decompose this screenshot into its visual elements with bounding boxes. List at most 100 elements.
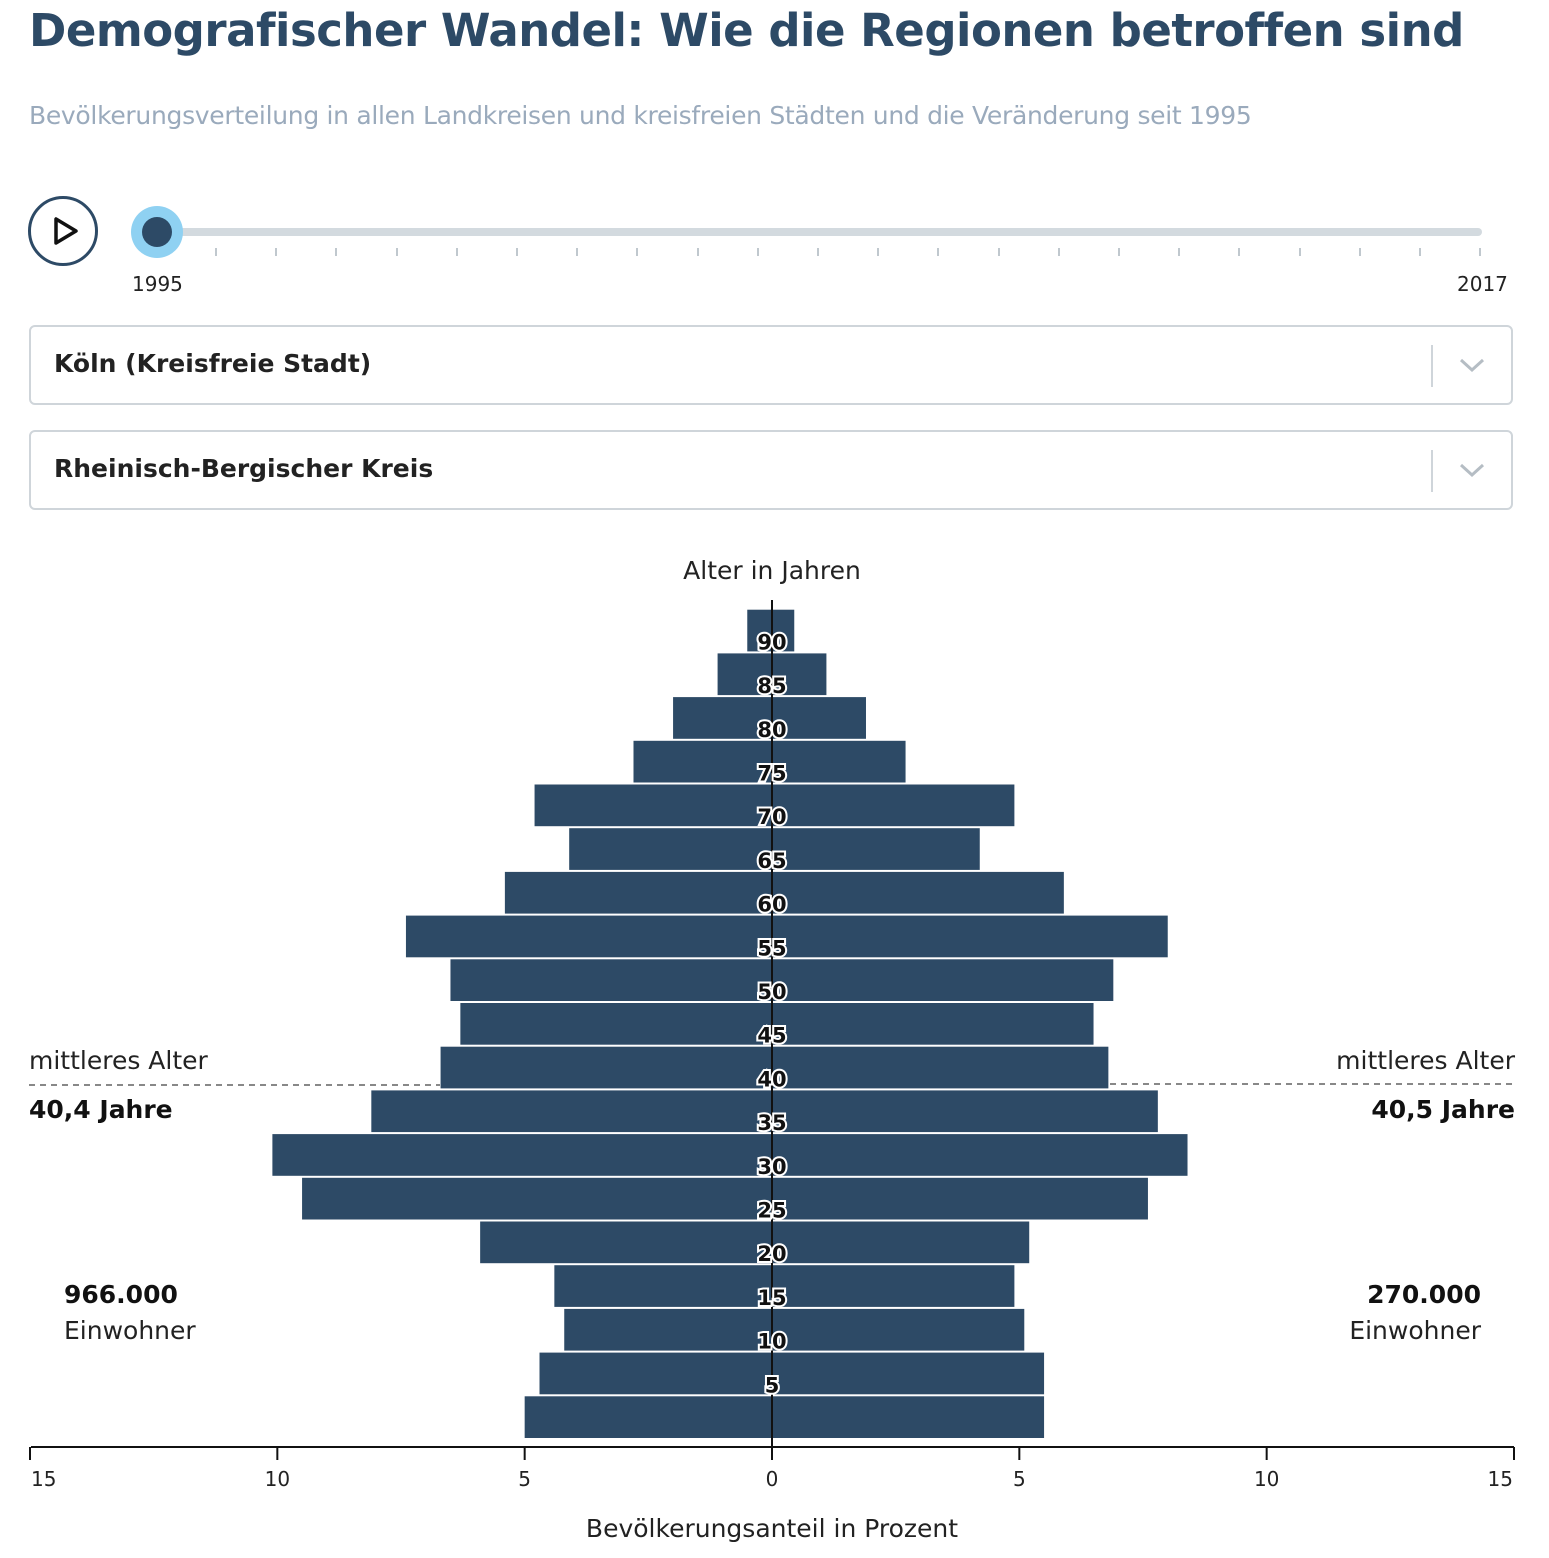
age-label-70: 70 [757,805,786,829]
slider-tick [1298,248,1301,256]
slider-tick [275,248,278,256]
x-tick-label: 15 [31,1467,56,1491]
bar-left-age-75 [633,740,772,783]
median-age-label-right: mittleres Alter [1336,1046,1515,1075]
slider-end-label: 2017 [1457,272,1508,296]
bar-left-age-80 [673,697,772,739]
x-tick-label: 5 [518,1467,531,1491]
slider-tick [696,248,699,256]
bar-right-age-50 [772,959,1114,1001]
slider-tick [576,248,579,256]
x-tick-label: 10 [265,1467,290,1491]
slider-tick [937,248,940,256]
age-label-25: 25 [757,1199,786,1223]
bar-right-age-40 [772,1046,1109,1089]
age-label-90: 90 [757,630,786,654]
bar-right-age-30 [772,1134,1188,1176]
bar-right-age-35 [772,1090,1158,1133]
age-label-15: 15 [757,1286,786,1310]
bar-left-age-30 [272,1134,772,1176]
age-label-60: 60 [757,893,786,917]
age-label-10: 10 [757,1330,786,1354]
bar-right-age-0 [772,1396,1045,1438]
age-label-40: 40 [757,1067,786,1091]
play-button[interactable] [28,196,98,266]
year-slider[interactable]: 1995 2017 [125,200,1525,300]
population-label-right: Einwohner [1349,1316,1481,1345]
population-value-right: 270.000 [1367,1280,1481,1309]
slider-tick [636,248,639,256]
bar-right-age-45 [772,1003,1094,1045]
slider-tick [1057,248,1060,256]
region-select-right-value: Rheinisch-Bergischer Kreis [54,454,434,483]
bar-left-age-65 [569,828,772,870]
age-label-50: 50 [757,980,786,1004]
slider-track[interactable] [156,228,1482,236]
region-select-left[interactable]: Köln (Kreisfreie Stadt) [29,325,1513,405]
dropdown-separator [1431,345,1433,387]
slider-tick [997,248,1000,256]
bar-right-age-5 [772,1352,1045,1395]
bar-left-age-70 [534,784,772,827]
x-tick-label: 0 [766,1467,779,1491]
bar-right-age-55 [772,915,1168,958]
slider-tick [455,248,458,256]
age-label-5: 5 [765,1373,780,1397]
slider-tick [1178,248,1181,256]
bar-left-age-25 [302,1177,772,1220]
region-select-left-value: Köln (Kreisfreie Stadt) [54,349,372,378]
age-label-65: 65 [757,849,786,873]
bar-right-age-80 [772,697,866,739]
slider-tick [1238,248,1241,256]
bar-right-age-90 [772,609,795,652]
bar-left-age-45 [460,1003,772,1045]
page-subtitle: Bevölkerungsverteilung in allen Landkrei… [29,101,1252,130]
bar-right-age-85 [772,653,827,696]
x-tick-label: 10 [1254,1467,1279,1491]
slider-tick [877,248,880,256]
bar-left-age-0 [524,1396,772,1438]
age-label-20: 20 [757,1242,786,1266]
slider-handle[interactable] [131,206,183,258]
age-label-75: 75 [757,762,786,786]
slider-tick [817,248,819,256]
page-title: Demografischer Wandel: Wie die Regionen … [29,4,1464,57]
slider-tick [395,248,398,256]
population-value-left: 966.000 [64,1280,178,1309]
slider-start-label: 1995 [132,272,183,296]
slider-tick [215,248,217,256]
bar-right-age-10 [772,1308,1025,1351]
age-label-85: 85 [757,674,786,698]
bar-right-age-70 [772,784,1015,827]
play-icon [54,217,78,245]
population-label-left: Einwohner [64,1316,196,1345]
bar-left-age-50 [450,959,772,1001]
x-axis-title: Bevölkerungsanteil in Prozent [586,1514,958,1543]
y-axis-title: Alter in Jahren [683,556,861,585]
bar-left-age-55 [405,915,772,958]
slider-tick [756,248,759,256]
age-label-35: 35 [757,1111,786,1135]
region-select-right[interactable]: Rheinisch-Bergischer Kreis [29,430,1513,510]
chevron-down-icon [1459,358,1485,373]
bar-right-age-65 [772,828,980,870]
bar-left-age-85 [717,653,772,696]
bar-right-age-20 [772,1221,1030,1264]
age-label-45: 45 [757,1024,786,1048]
population-pyramid-chart: Alter in Jahren 510152025303540455055606… [29,556,1515,1543]
bar-right-age-25 [772,1177,1148,1220]
bar-right-age-15 [772,1265,1015,1307]
bar-left-age-5 [539,1352,772,1395]
age-label-30: 30 [757,1155,786,1179]
x-tick-label: 15 [1488,1467,1513,1491]
bar-left-age-10 [564,1308,772,1351]
bar-right-age-60 [772,871,1064,914]
median-age-value-left: 40,4 Jahre [29,1095,173,1124]
x-tick-label: 5 [1013,1467,1026,1491]
slider-tick [1419,248,1421,256]
slider-tick [516,248,518,256]
chevron-down-icon [1459,463,1485,478]
slider-handle-dot [142,217,172,247]
dropdown-separator [1431,450,1433,492]
bar-right-age-75 [772,740,906,783]
